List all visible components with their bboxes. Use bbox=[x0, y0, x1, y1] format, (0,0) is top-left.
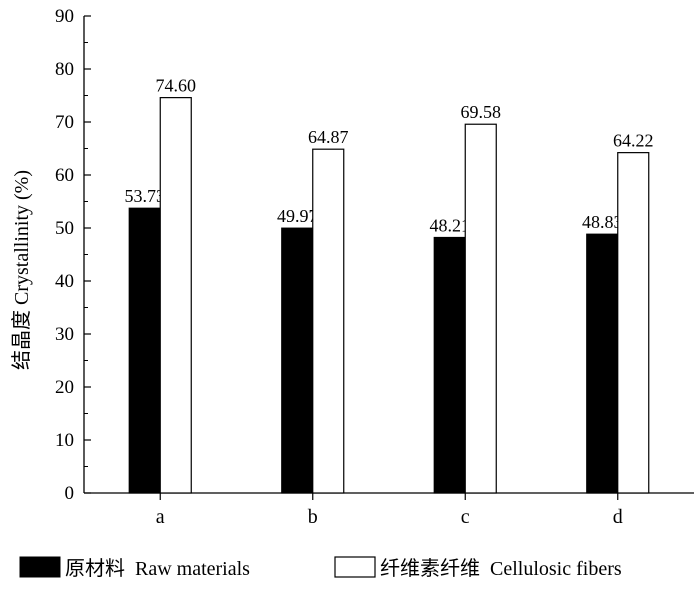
bar-data-label: 49.97 bbox=[277, 206, 318, 226]
legend: 原材料 Raw materials 纤维素纤维 Cellulosic fiber… bbox=[19, 556, 622, 580]
y-tick-label: 40 bbox=[55, 271, 74, 292]
bar-raw-materials bbox=[586, 233, 619, 494]
bar-data-label: 64.87 bbox=[308, 127, 349, 147]
bar-data-label: 74.60 bbox=[156, 76, 197, 96]
y-tick-label: 70 bbox=[55, 112, 74, 133]
x-category-label: a bbox=[156, 506, 165, 528]
y-tick-label: 20 bbox=[55, 377, 74, 398]
legend-label-cellulosic-fibers: 纤维素纤维 Cellulosic fibers bbox=[380, 557, 622, 580]
x-category-label: c bbox=[461, 506, 470, 528]
y-axis-label: 结晶度 Crystallinity (%) bbox=[10, 170, 33, 370]
y-tick-label: 30 bbox=[55, 324, 74, 345]
bar-raw-materials bbox=[433, 236, 466, 494]
bar-data-label: 53.73 bbox=[125, 186, 166, 206]
bar-data-label: 48.83 bbox=[582, 212, 623, 232]
x-category-label: b bbox=[308, 506, 318, 528]
y-tick-label: 0 bbox=[65, 483, 75, 504]
legend-swatch-cellulosic-fibers bbox=[334, 556, 376, 578]
x-category-label: d bbox=[613, 506, 623, 528]
bar-data-label: 64.22 bbox=[613, 131, 654, 151]
bar-cellulosic-fibers bbox=[617, 152, 650, 494]
legend-swatch-raw-materials bbox=[19, 556, 61, 578]
plot-area: 0 10 20 30 40 50 60 70 80 90 a 53.73 74.60 b 49.97 64.8… bbox=[55, 6, 694, 528]
y-tick-label: 50 bbox=[55, 218, 74, 239]
bar-raw-materials bbox=[128, 207, 161, 494]
bar-cellulosic-fibers bbox=[312, 148, 345, 494]
bar-data-label: 69.58 bbox=[461, 102, 502, 122]
y-tick-label: 60 bbox=[55, 165, 74, 186]
y-tick-label: 10 bbox=[55, 430, 74, 451]
bar-data-label: 48.21 bbox=[430, 215, 471, 235]
legend-label-raw-materials: 原材料 Raw materials bbox=[65, 557, 250, 580]
y-tick-label: 80 bbox=[55, 59, 74, 80]
bar-raw-materials bbox=[281, 227, 314, 494]
bar-cellulosic-fibers bbox=[464, 123, 497, 494]
bar-cellulosic-fibers bbox=[159, 97, 192, 494]
y-tick-label: 90 bbox=[55, 6, 74, 27]
